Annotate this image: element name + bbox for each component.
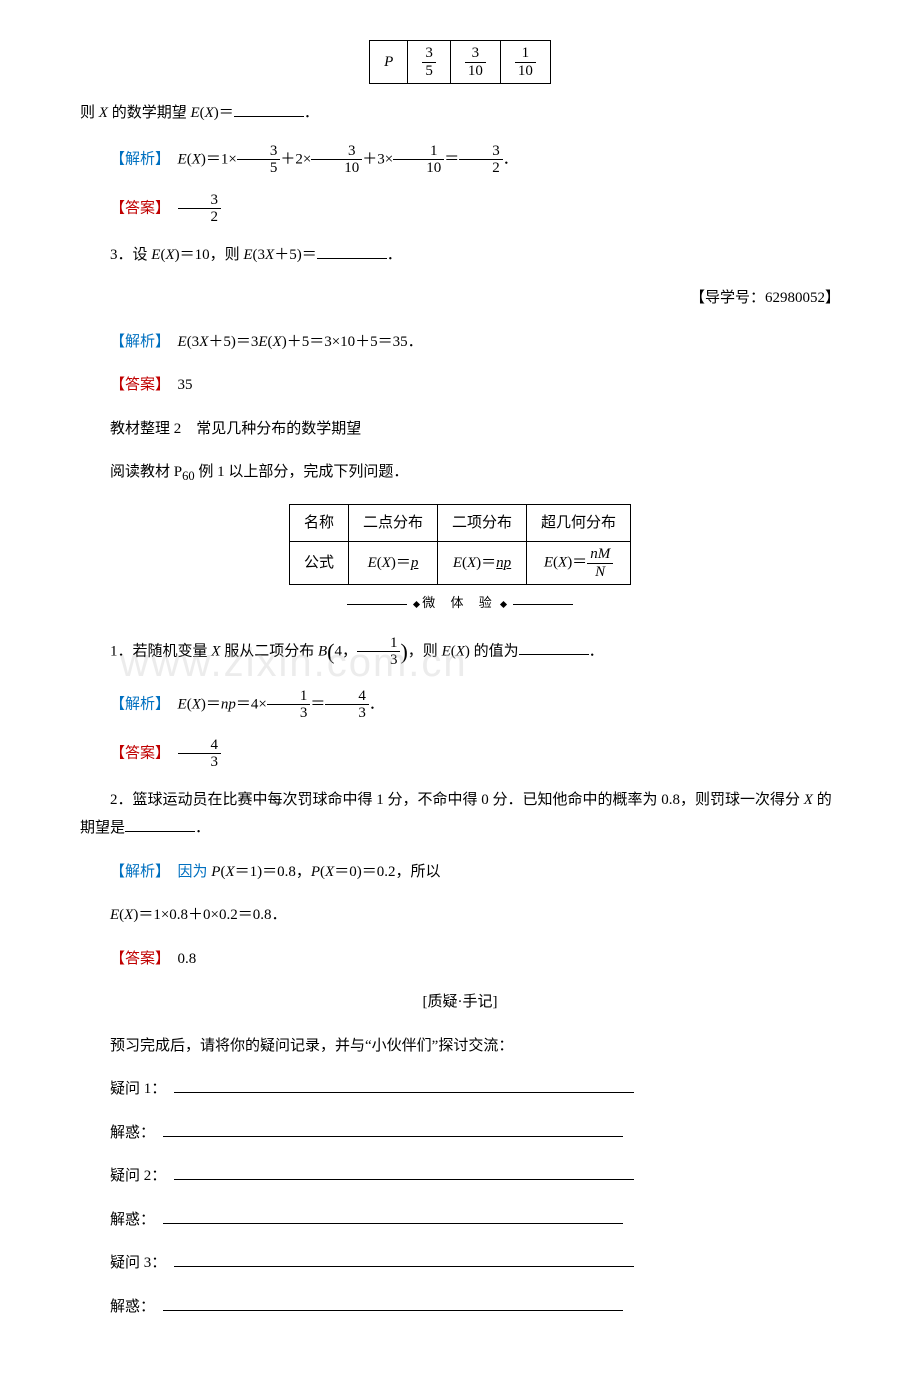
text-line: 预习完成后，请将你的疑问记录，并与“小伙伴们”探讨交流： xyxy=(80,1032,840,1061)
form-row: 疑问 2： xyxy=(80,1162,840,1191)
analysis: 【解析】 E(X)＝1×35＋2×310＋3×110＝32． xyxy=(80,143,840,177)
cell: E(X)＝nMN xyxy=(527,542,631,585)
cell: E(X)＝np xyxy=(438,542,527,585)
text-line: 3．设 E(X)＝10，则 E(3X＋5)＝． xyxy=(80,241,840,270)
heading: 教材整理 2 常见几种分布的数学期望 xyxy=(80,415,840,444)
answer: 【答案】 0.8 xyxy=(80,945,840,974)
section-title: [质疑·手记] xyxy=(80,988,840,1017)
form-row: 解惑： xyxy=(80,1119,840,1148)
form-row: 疑问 1： xyxy=(80,1075,840,1104)
analysis-cont: E(X)＝1×0.8＋0×0.2＝0.8． xyxy=(80,901,840,930)
divider: 微 体 验 xyxy=(80,591,840,616)
cell: E(X)＝p xyxy=(348,542,437,585)
cell: 名称 xyxy=(289,504,348,542)
cell: 110 xyxy=(500,41,550,84)
form-row: 解惑： xyxy=(80,1206,840,1235)
text-line: 阅读教材 P60 例 1 以上部分，完成下列问题． xyxy=(80,458,840,489)
prob-table-top: P 35 310 110 xyxy=(369,40,551,84)
cell: 公式 xyxy=(289,542,348,585)
form-row: 解惑： xyxy=(80,1293,840,1322)
answer: 【答案】 32 xyxy=(80,192,840,226)
cell: 310 xyxy=(450,41,500,84)
question: 1．若随机变量 X 服从二项分布 B(4，13)，则 E(X) 的值为． xyxy=(80,631,840,673)
ref-number: 【导学号：62980052】 xyxy=(80,284,840,313)
cell: 二项分布 xyxy=(438,504,527,542)
answer: 【答案】 43 xyxy=(80,737,840,771)
distribution-table: 名称 二点分布 二项分布 超几何分布 公式 E(X)＝p E(X)＝np E(X… xyxy=(289,504,631,586)
form-row: 疑问 3： xyxy=(80,1249,840,1278)
cell: 二点分布 xyxy=(348,504,437,542)
cell: P xyxy=(370,41,408,84)
cell: 超几何分布 xyxy=(527,504,631,542)
text-line: 则 X 的数学期望 E(X)＝． xyxy=(80,99,840,128)
cell: 35 xyxy=(408,41,451,84)
answer: 【答案】 35 xyxy=(80,371,840,400)
analysis: 【解析】 E(3X＋5)＝3E(X)＋5＝3×10＋5＝35． xyxy=(80,328,840,357)
question: 2．篮球运动员在比赛中每次罚球命中得 1 分，不命中得 0 分．已知他命中的概率… xyxy=(80,786,840,843)
analysis: 【解析】 因为 P(X＝1)＝0.8，P(X＝0)＝0.2，所以 xyxy=(80,858,840,887)
analysis: 【解析】 E(X)＝np＝4×13＝43． xyxy=(80,688,840,722)
